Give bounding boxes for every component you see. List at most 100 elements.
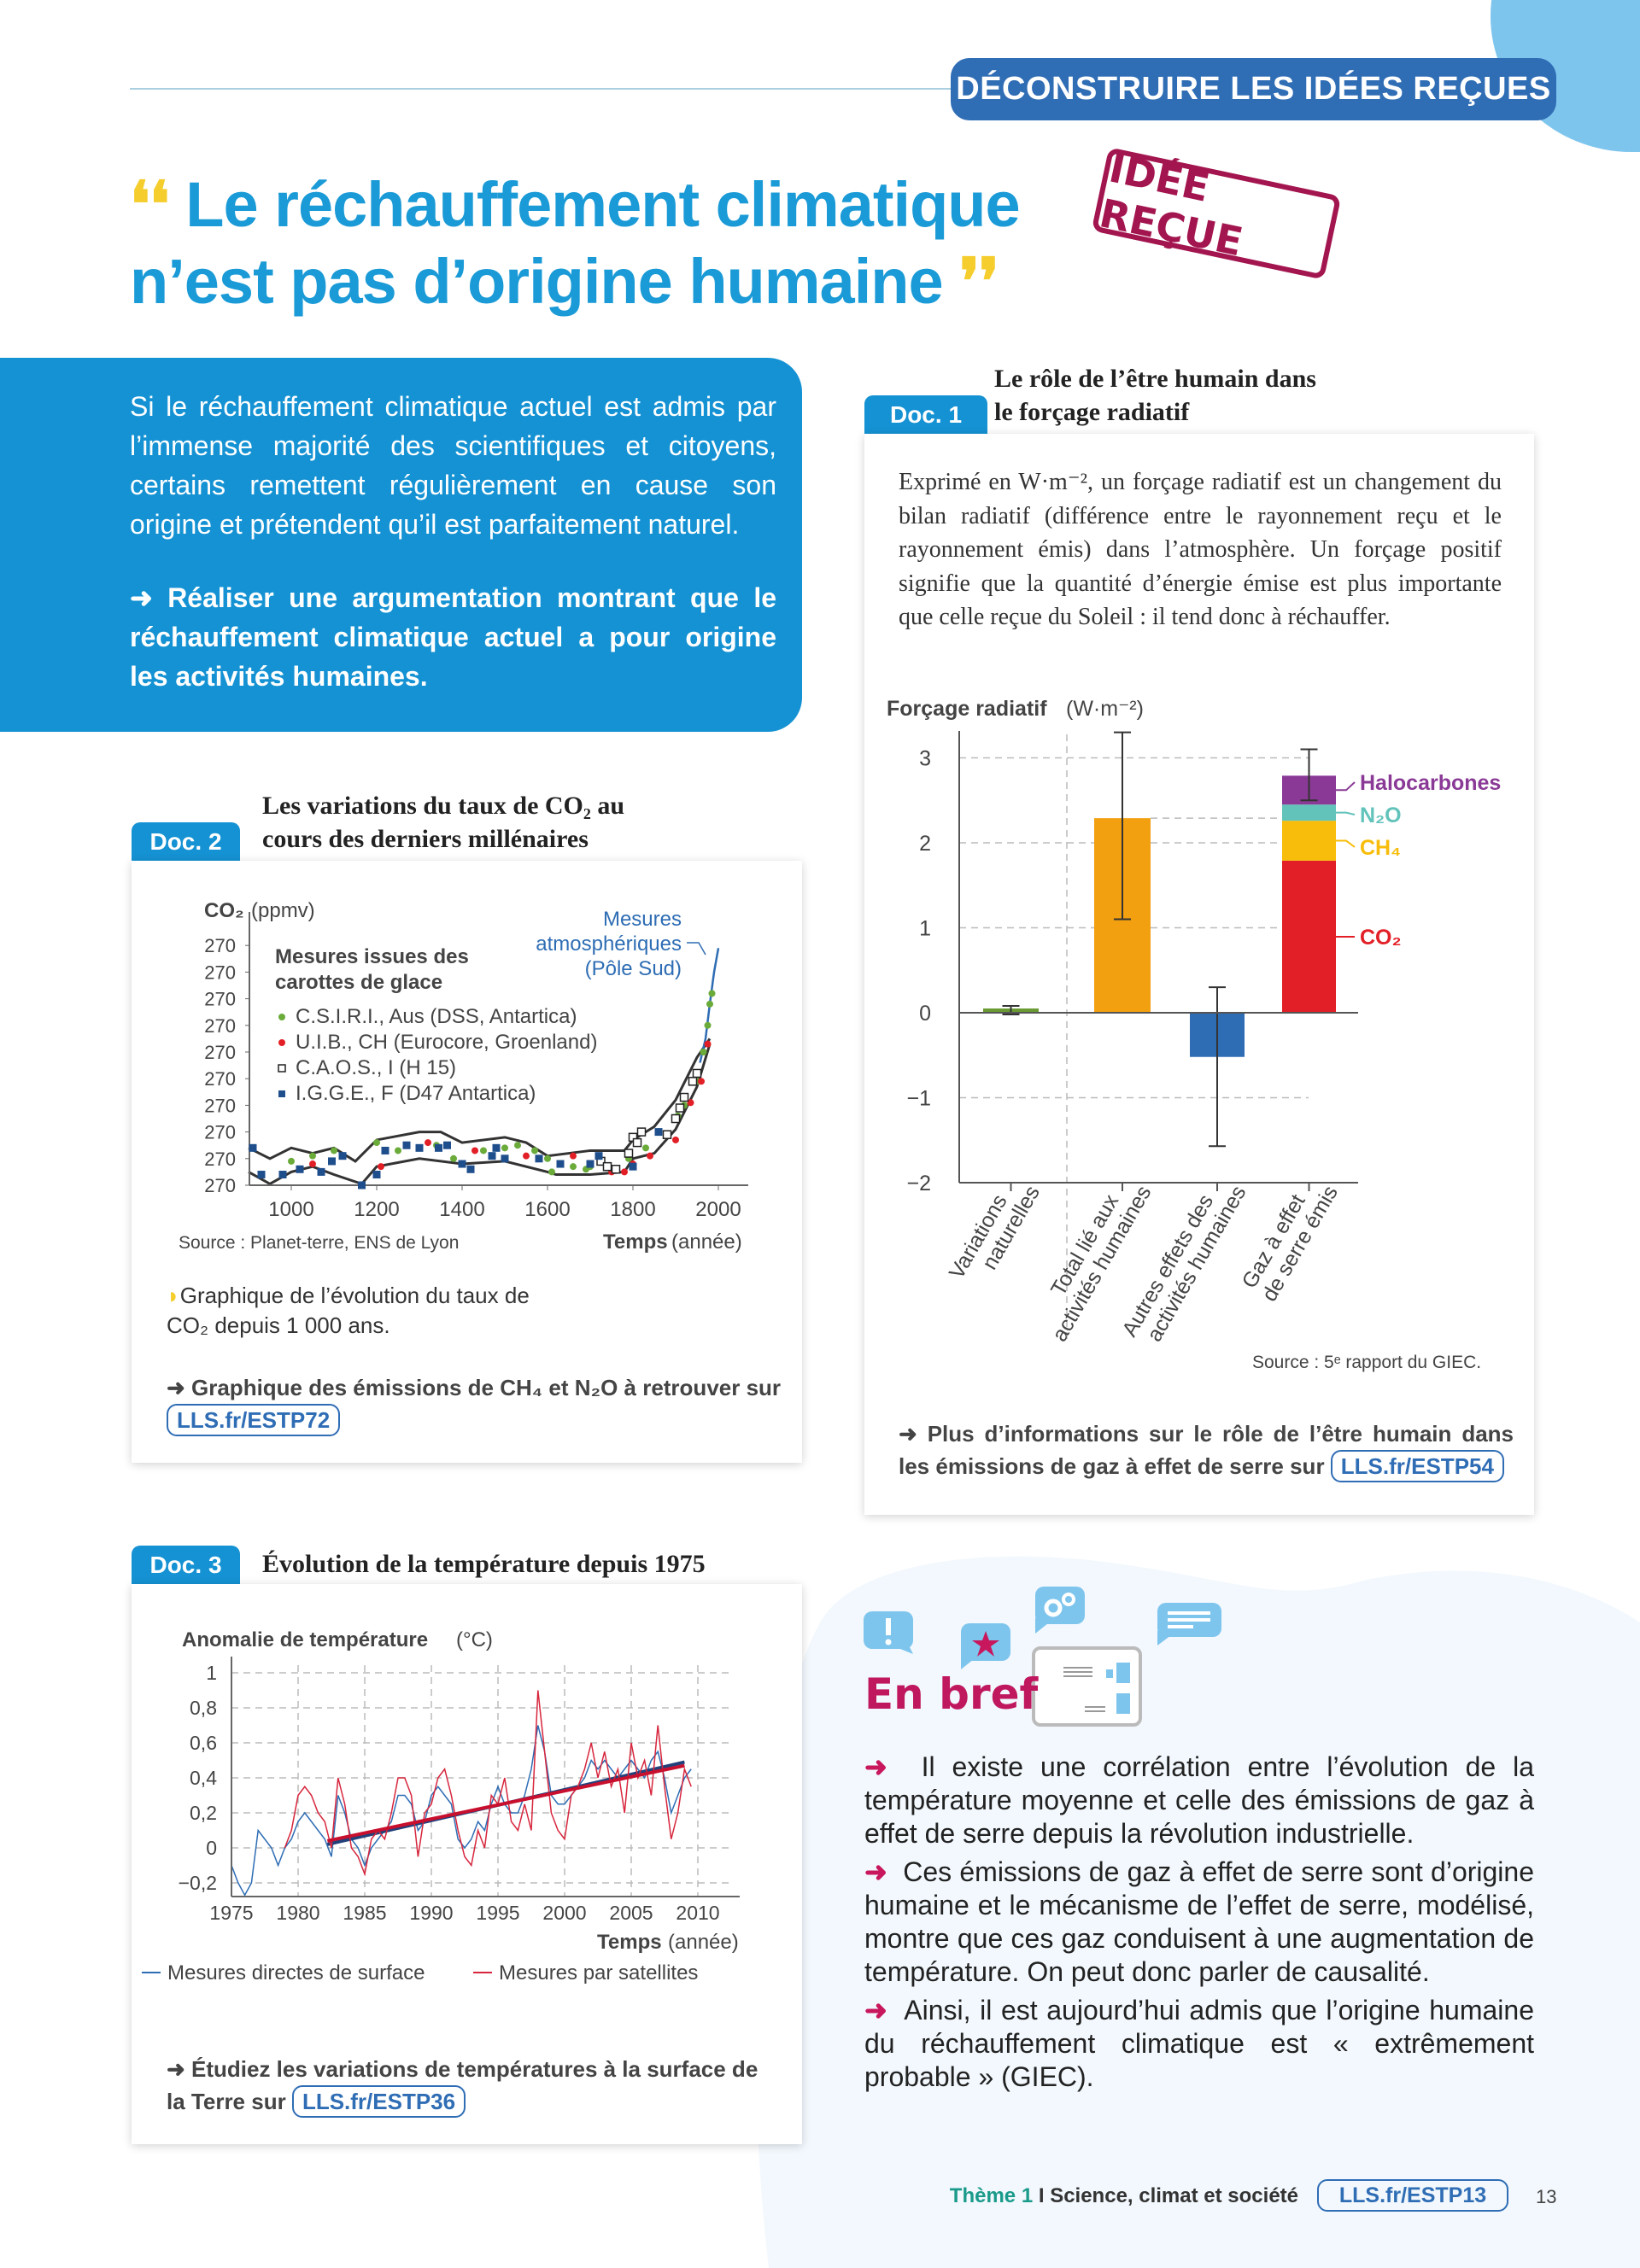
data-point — [704, 1021, 712, 1029]
x-axis-title: Temps — [603, 1230, 668, 1254]
doc3-card — [132, 1584, 802, 2144]
data-point — [700, 1049, 707, 1055]
list-item: ➜ Il existe une corrélation entre l’évol… — [864, 1751, 1535, 1849]
data-point — [415, 1143, 424, 1152]
section-badge: DÉCONSTRUIRE LES IDÉES REÇUES — [951, 58, 1556, 120]
data-point — [647, 1152, 653, 1160]
legend-label: C.S.I.R.I., Aus (DSS, Antartica) — [296, 1005, 577, 1028]
data-point — [257, 1171, 266, 1179]
legend-marker — [278, 1014, 285, 1020]
x-tick-label: Variationsnaturelles — [945, 1170, 1045, 1295]
footer-link[interactable]: LLS.fr/ESTP13 — [1317, 2179, 1508, 2212]
data-point — [395, 1147, 401, 1154]
y-tick-label: 0 — [206, 1837, 217, 1859]
y-axis-title: CO₂ — [204, 899, 244, 922]
data-point — [435, 1143, 442, 1152]
bar-segment-CH₄ — [1282, 821, 1336, 861]
open-quote-icon: ❛❛ — [130, 169, 170, 240]
atmo-label: Mesures — [603, 908, 682, 931]
data-point — [523, 1152, 530, 1160]
data-point — [358, 1181, 366, 1190]
x-tick-label: 1985 — [343, 1902, 386, 1924]
legend-marker — [278, 1064, 286, 1073]
data-point — [594, 1152, 603, 1160]
legend-marker — [278, 1090, 285, 1097]
segment-label: N₂O — [1360, 804, 1402, 827]
x-tick-label: 1200 — [354, 1198, 399, 1221]
doc2-link[interactable]: LLS.fr/ESTP72 — [167, 1404, 341, 1436]
x-tick-label: Gaz à effetde serre émis — [1237, 1170, 1343, 1306]
text-bubble-icon — [1157, 1603, 1221, 1645]
radiative-forcing-chart: Forçage radiatif (W·m⁻²) 3 2 1 0 −1 −2 CO₂ CH₄ N₂O… — [887, 697, 1501, 1346]
data-point — [570, 1152, 577, 1160]
page-title: ❛❛ Le réchauffement climatique n’est pas… — [130, 167, 1021, 320]
title-line-1: Le réchauffement climatique — [185, 169, 1020, 240]
data-point — [675, 1103, 685, 1113]
data-point — [570, 1163, 577, 1171]
data-point — [309, 1152, 316, 1160]
footer: Thème 1 I Science, climat et société — [949, 2184, 1298, 2207]
y-tick-label: 0,4 — [190, 1767, 217, 1789]
data-point — [338, 1152, 347, 1160]
y-tick-label: 270 — [204, 962, 236, 983]
data-point — [472, 1147, 478, 1154]
co2-chart: CO₂ (ppmv) 270 270 270 270 270 270 270 270 270 270 1… — [179, 899, 748, 1254]
y-axis-title: Forçage radiatif — [887, 697, 1047, 721]
doc1-link[interactable]: LLS.fr/ESTP54 — [1330, 1450, 1504, 1482]
data-point — [458, 1160, 466, 1168]
atmo-label: atmosphériques — [536, 932, 682, 956]
data-point — [671, 1114, 681, 1124]
segment-leader — [1336, 781, 1356, 792]
legend-label: Mesures par satellites — [499, 1961, 698, 1984]
x-tick-label: 2000 — [695, 1198, 741, 1221]
data-point — [621, 1168, 628, 1176]
series-line — [231, 1725, 692, 1897]
legend-label: Mesures directes de surface — [167, 1961, 425, 1984]
doc2-label: Doc. 2 — [132, 822, 240, 861]
half-circle-bullet-icon: ◗ — [167, 1283, 180, 1308]
y-tick-label: −0,2 — [179, 1872, 217, 1894]
trend-line — [326, 1763, 685, 1843]
y-tick-label: 270 — [204, 1068, 236, 1090]
segment-label: CO₂ — [1360, 926, 1402, 950]
x-axis-unit: (année) — [671, 1230, 742, 1254]
x-tick-label: 1995 — [476, 1902, 519, 1924]
y-tick-label: 0,2 — [190, 1802, 217, 1824]
x-tick-label: 2010 — [676, 1902, 719, 1924]
close-quote-icon: ❜❜ — [959, 246, 999, 317]
data-point — [708, 990, 716, 997]
x-axis-unit: (année) — [668, 1931, 739, 1954]
y-tick-label: 270 — [204, 1122, 236, 1143]
series-line — [284, 1690, 692, 1877]
x-tick-label: 1600 — [524, 1198, 570, 1221]
y-axis-unit: (°C) — [456, 1628, 493, 1651]
doc2-card — [132, 861, 802, 1463]
doc3-link[interactable]: LLS.fr/ESTP36 — [291, 2085, 466, 2118]
data-point — [679, 1092, 689, 1102]
x-tick-label: 1990 — [409, 1902, 453, 1924]
segment-leader — [1336, 839, 1356, 848]
x-tick-label: 2000 — [542, 1902, 586, 1924]
enbref-list: ➜ Il existe une corrélation entre l’évol… — [864, 1751, 1534, 2099]
doc1-card — [864, 434, 1534, 1515]
enbref-icons — [864, 1587, 1221, 1727]
arrow-icon: ➜ — [864, 1995, 887, 2025]
x-tick-label: 1800 — [610, 1198, 655, 1221]
data-point — [278, 1171, 287, 1179]
data-point — [425, 1139, 431, 1147]
data-point — [642, 1144, 649, 1152]
y-tick-label: 0,6 — [190, 1732, 217, 1754]
intro-task: ➜ Réaliser une argumentation montrant qu… — [130, 582, 776, 692]
data-point — [488, 1152, 496, 1160]
segment-label: CH₄ — [1360, 836, 1401, 860]
doc3-label: Doc. 3 — [132, 1546, 240, 1584]
data-point — [296, 1165, 304, 1173]
atmo-label: (Pôle Sud) — [585, 957, 682, 980]
y-tick-label: 1 — [919, 917, 931, 941]
data-point — [514, 1142, 521, 1149]
doc2-more: ➜ Graphique des émissions de CH₄ et N₂O … — [167, 1371, 782, 1436]
y-axis-unit: (ppmv) — [251, 899, 315, 922]
data-point — [687, 1099, 694, 1107]
footer-theme: Thème 1 — [949, 2184, 1034, 2207]
y-tick-label: 270 — [204, 1149, 236, 1170]
